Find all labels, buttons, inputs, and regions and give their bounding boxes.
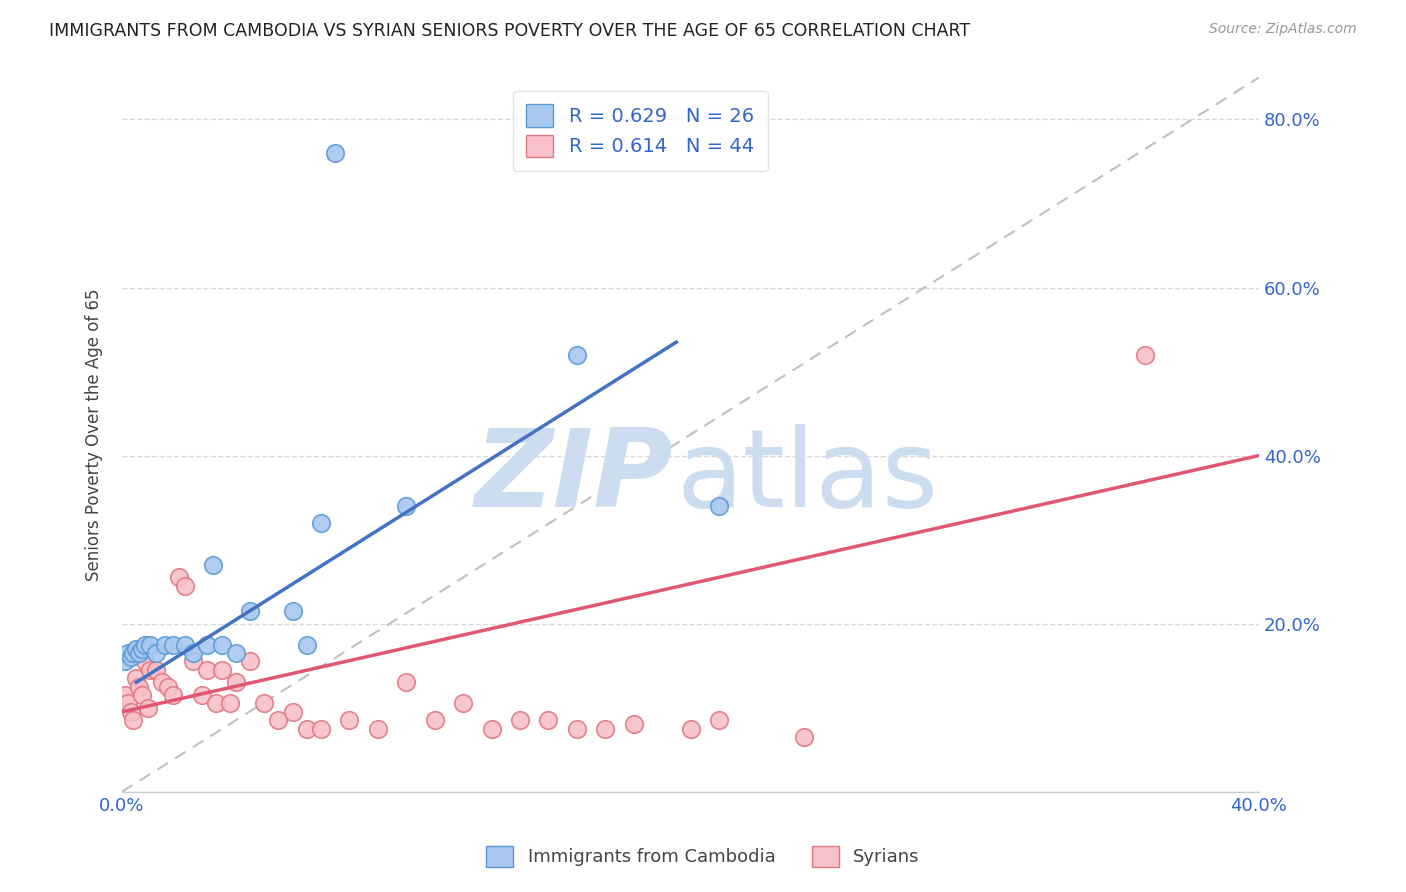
Point	[211, 638, 233, 652]
Point	[125, 641, 148, 656]
Point	[134, 655, 156, 669]
Point	[339, 713, 361, 727]
Point	[153, 638, 176, 652]
Y-axis label: Seniors Poverty Over the Age of 65: Seniors Poverty Over the Age of 65	[86, 288, 103, 581]
Legend: R = 0.629   N = 26, R = 0.614   N = 44: R = 0.629 N = 26, R = 0.614 N = 44	[513, 91, 768, 170]
Point	[367, 722, 389, 736]
Point	[225, 646, 247, 660]
Point	[281, 604, 304, 618]
Point	[707, 499, 730, 513]
Point	[145, 646, 167, 660]
Point	[593, 722, 616, 736]
Point	[253, 697, 276, 711]
Point	[267, 713, 290, 727]
Point	[139, 638, 162, 652]
Point	[136, 700, 159, 714]
Point	[793, 730, 815, 744]
Point	[139, 663, 162, 677]
Point	[114, 688, 136, 702]
Point	[195, 663, 218, 677]
Point	[195, 638, 218, 652]
Point	[565, 348, 588, 362]
Point	[122, 713, 145, 727]
Point	[167, 570, 190, 584]
Point	[1135, 348, 1157, 362]
Point	[225, 675, 247, 690]
Point	[162, 688, 184, 702]
Point	[239, 604, 262, 618]
Point	[509, 713, 531, 727]
Point	[565, 722, 588, 736]
Point	[120, 705, 142, 719]
Point	[131, 641, 153, 656]
Point	[181, 646, 204, 660]
Point	[211, 663, 233, 677]
Point	[423, 713, 446, 727]
Point	[122, 646, 145, 660]
Point	[205, 697, 228, 711]
Point	[125, 671, 148, 685]
Point	[117, 697, 139, 711]
Point	[131, 688, 153, 702]
Point	[281, 705, 304, 719]
Point	[114, 655, 136, 669]
Text: atlas: atlas	[676, 425, 939, 531]
Point	[309, 516, 332, 530]
Text: ZIP: ZIP	[475, 425, 673, 531]
Point	[707, 713, 730, 727]
Point	[451, 697, 474, 711]
Point	[134, 638, 156, 652]
Point	[128, 646, 150, 660]
Point	[537, 713, 560, 727]
Point	[173, 579, 195, 593]
Point	[190, 688, 212, 702]
Legend: Immigrants from Cambodia, Syrians: Immigrants from Cambodia, Syrians	[479, 838, 927, 874]
Point	[295, 722, 318, 736]
Point	[219, 697, 242, 711]
Point	[145, 663, 167, 677]
Point	[201, 558, 224, 572]
Point	[679, 722, 702, 736]
Point	[309, 722, 332, 736]
Point	[181, 655, 204, 669]
Point	[395, 675, 418, 690]
Point	[156, 680, 179, 694]
Point	[623, 717, 645, 731]
Point	[481, 722, 503, 736]
Point	[117, 646, 139, 660]
Text: IMMIGRANTS FROM CAMBODIA VS SYRIAN SENIORS POVERTY OVER THE AGE OF 65 CORRELATIO: IMMIGRANTS FROM CAMBODIA VS SYRIAN SENIO…	[49, 22, 970, 40]
Point	[150, 675, 173, 690]
Point	[323, 146, 346, 161]
Point	[173, 638, 195, 652]
Point	[128, 680, 150, 694]
Point	[295, 638, 318, 652]
Point	[120, 650, 142, 665]
Point	[395, 499, 418, 513]
Text: Source: ZipAtlas.com: Source: ZipAtlas.com	[1209, 22, 1357, 37]
Point	[239, 655, 262, 669]
Point	[162, 638, 184, 652]
